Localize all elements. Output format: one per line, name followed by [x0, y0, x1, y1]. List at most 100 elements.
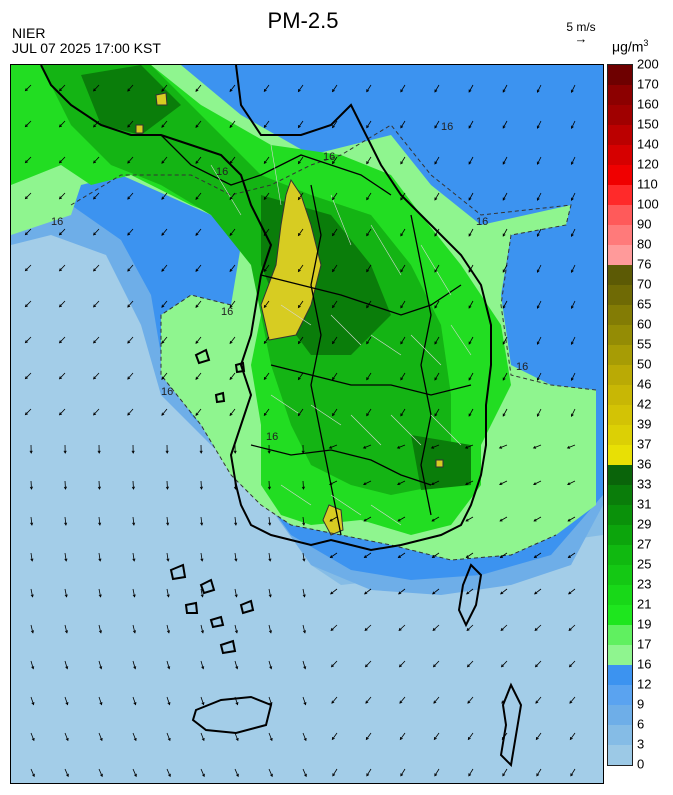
- wind-arrow: [330, 624, 338, 631]
- scale-tick-label: 17: [637, 636, 652, 652]
- wind-arrow: [399, 732, 406, 740]
- wind-arrow: [229, 336, 236, 344]
- wind-arrow: [432, 552, 440, 558]
- wind-arrow: [268, 516, 271, 526]
- wind-arrowhead: [58, 340, 63, 344]
- wind-arrow: [200, 624, 204, 633]
- wind-arrow: [468, 264, 474, 273]
- wind-arrowhead: [468, 773, 472, 777]
- wind-arrowhead: [366, 89, 370, 93]
- scale-swatch: [608, 645, 632, 665]
- wind-arrow: [502, 264, 508, 273]
- wind-arrowhead: [263, 88, 267, 93]
- wind-arrowhead: [330, 627, 334, 631]
- wind-arrowhead: [434, 197, 438, 201]
- wind-arrow: [332, 336, 338, 344]
- wind-arrowhead: [332, 125, 335, 129]
- wind-arrowhead: [568, 664, 572, 668]
- timestamp-label: JUL 07 2025 17:00 KST: [12, 40, 161, 56]
- wind-arrowhead: [303, 702, 307, 706]
- wind-arrow: [127, 264, 134, 272]
- wind-arrow: [331, 696, 338, 704]
- wind-arrowhead: [24, 412, 28, 416]
- wind-arrowhead: [536, 161, 540, 165]
- wind-arrow: [298, 372, 304, 380]
- wind-arrow: [234, 768, 239, 777]
- wind-arrow: [500, 552, 508, 558]
- wind-arrowhead: [97, 450, 101, 454]
- wind-arrowhead: [432, 627, 436, 631]
- wind-arrow: [298, 192, 304, 200]
- wind-arrow: [366, 768, 372, 777]
- wind-arrowhead: [269, 666, 273, 670]
- wind-arrow: [568, 624, 576, 631]
- wind-arrowhead: [133, 702, 137, 706]
- wind-arrowhead: [297, 377, 301, 381]
- wind-arrow: [166, 768, 171, 777]
- wind-arrow: [298, 120, 304, 128]
- scale-tick-label: 140: [637, 136, 659, 152]
- scale-tick-label: 33: [637, 476, 652, 492]
- contour-value-label: 16: [476, 216, 488, 228]
- pm25-map[interactable]: 16 16 16 16 16 16 16 16 16: [10, 64, 604, 784]
- scale-swatch: [608, 405, 632, 425]
- wind-arrow: [161, 156, 168, 164]
- boundary-central: [260, 274, 462, 316]
- wind-arrow: [432, 624, 440, 631]
- tsushima-island: [499, 682, 523, 768]
- wind-arrowhead: [364, 627, 368, 631]
- wind-arrow: [434, 768, 440, 777]
- wind-arrow: [25, 300, 32, 307]
- contour-value-label: 16: [441, 121, 453, 133]
- scale-tick-label: 170: [637, 76, 659, 92]
- wind-arrow: [468, 300, 474, 309]
- scale-swatch: [608, 305, 632, 325]
- wind-arrowhead: [400, 233, 404, 237]
- wind-arrowhead: [195, 88, 199, 92]
- scale-swatch: [608, 345, 632, 365]
- wind-arrowhead: [363, 482, 367, 485]
- contour-value-label: 16: [216, 166, 228, 178]
- wind-arrow: [535, 660, 542, 668]
- wind-arrowhead: [330, 664, 334, 668]
- wind-arrow: [434, 300, 440, 309]
- wind-arrow: [166, 552, 169, 561]
- wind-arrow: [332, 300, 338, 308]
- wind-arrowhead: [332, 161, 335, 165]
- mid-green-zone: [41, 65, 451, 495]
- header-info: NIER JUL 07 2025 17:00 KST: [12, 26, 161, 56]
- wind-arrow: [568, 552, 576, 558]
- wind-arrow: [502, 120, 508, 129]
- wind-arrow: [234, 516, 237, 526]
- wind-arrow: [98, 624, 102, 633]
- district-lines-central: [280, 304, 472, 366]
- wind-arrow: [98, 696, 102, 705]
- wind-arrowhead: [567, 518, 571, 522]
- scale-swatch: [608, 85, 632, 105]
- map-canvas[interactable]: 16 16 16 16 16 16 16 16 16: [11, 65, 603, 783]
- wind-arrow: [166, 696, 170, 705]
- wind-arrow: [229, 84, 236, 92]
- wind-arrow: [59, 408, 66, 416]
- wind-arrow: [499, 444, 508, 449]
- wind-arrowhead: [465, 482, 469, 485]
- wind-arrow: [567, 516, 576, 522]
- wind-arrowhead: [263, 124, 267, 129]
- wind-arrowhead: [302, 558, 306, 562]
- wind-arrowhead: [434, 233, 438, 237]
- wind-arrow: [329, 480, 338, 485]
- wind-arrow: [59, 336, 66, 344]
- wind-arrowhead: [502, 341, 506, 345]
- scale-tick-label: 60: [637, 316, 652, 332]
- wind-arrow: [332, 228, 338, 236]
- wind-arrow: [302, 552, 305, 561]
- wind-arrow: [400, 768, 406, 777]
- wind-arrow: [329, 516, 338, 522]
- wind-arrowhead: [263, 340, 267, 345]
- wind-arrow: [533, 480, 542, 485]
- wind-arrowhead: [168, 773, 171, 778]
- wind-arrowhead: [235, 702, 239, 706]
- wind-arrow: [502, 228, 508, 237]
- wind-arrow: [363, 480, 372, 485]
- wind-arrowhead: [99, 702, 103, 706]
